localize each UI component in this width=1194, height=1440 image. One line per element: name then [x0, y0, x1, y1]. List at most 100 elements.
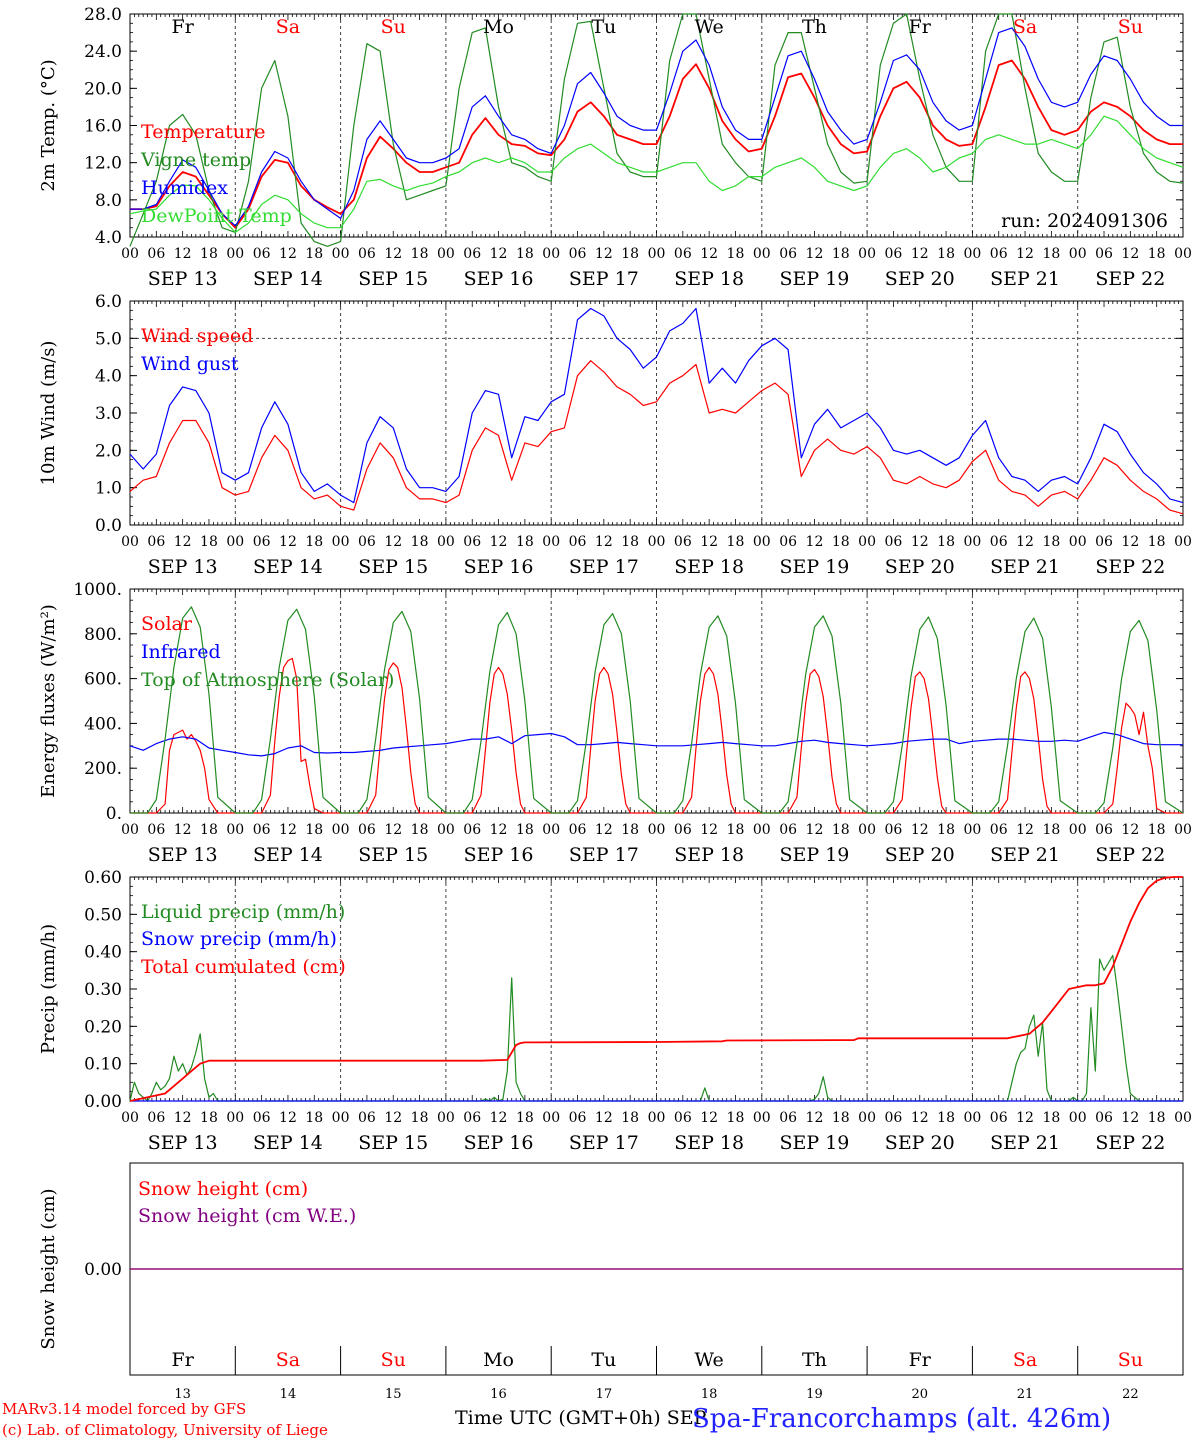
x-hour-label: 00: [858, 822, 876, 838]
day-number: 20: [911, 1387, 928, 1402]
x-hour-label: 12: [595, 246, 613, 262]
x-hour-label: 12: [490, 246, 508, 262]
x-hour-label: 00: [753, 246, 771, 262]
series-line-temperature: [130, 59, 1183, 229]
x-hour-label: 00: [753, 822, 771, 838]
x-hour-label: 00: [542, 246, 560, 262]
x-hour-label: 06: [358, 822, 376, 838]
x-date-label: SEP 21: [990, 1132, 1060, 1154]
x-hour-label: 06: [147, 534, 165, 550]
x-hour-label: 00: [1174, 246, 1192, 262]
x-date-label: SEP 21: [990, 268, 1060, 290]
series-line-solar: [130, 657, 1183, 814]
x-hour-label: 00: [648, 1110, 666, 1126]
x-hour-label: 06: [569, 822, 587, 838]
x-hour-label: 12: [595, 534, 613, 550]
x-date-label: SEP 18: [674, 1132, 744, 1154]
x-date-label: SEP 20: [885, 556, 955, 578]
x-date-label: SEP 20: [885, 268, 955, 290]
legend-entry: Infrared: [141, 641, 221, 663]
x-date-label: SEP 17: [569, 556, 639, 578]
x-hour-label: 12: [1016, 822, 1034, 838]
x-hour-label: 00: [648, 822, 666, 838]
x-hour-label: 06: [463, 1110, 481, 1126]
x-date-label: SEP 21: [990, 844, 1060, 866]
y-tick-label: 12.0: [84, 154, 122, 174]
day-number: 16: [490, 1387, 507, 1402]
series-line-dewpoint-temp: [129, 115, 1184, 233]
x-date-label: SEP 13: [148, 1132, 218, 1154]
x-hour-label: 18: [305, 1110, 323, 1126]
x-hour-label: 06: [885, 1110, 903, 1126]
x-hour-label: 12: [384, 246, 402, 262]
y-axis-label: 2m Temp. (°C): [38, 59, 59, 191]
x-hour-label: 00: [1174, 534, 1192, 550]
day-name-top: Fr: [909, 16, 932, 38]
x-hour-label: 18: [832, 534, 850, 550]
x-hour-label: 06: [1095, 534, 1113, 550]
x-hour-label: 00: [1069, 822, 1087, 838]
x-hour-label: 12: [490, 1110, 508, 1126]
legend-entry: Wind speed: [141, 325, 253, 347]
x-hour-label: 06: [358, 246, 376, 262]
y-tick-label: 2.0: [95, 441, 122, 461]
day-name-bottom: Su: [381, 1349, 406, 1371]
x-hour-label: 12: [911, 534, 929, 550]
series-line-infrared: [129, 731, 1183, 757]
day-name-top: We: [695, 16, 724, 38]
x-hour-label: 06: [253, 534, 271, 550]
y-tick-label: 20.0: [84, 79, 122, 99]
x-hour-label: 18: [305, 534, 323, 550]
day-name-top: Mo: [483, 16, 514, 38]
x-hour-label: 00: [963, 534, 981, 550]
x-hour-label: 06: [358, 1110, 376, 1126]
x-hour-label: 18: [937, 534, 955, 550]
x-date-label: SEP 21: [990, 556, 1060, 578]
y-tick-label: 1.0: [95, 479, 122, 499]
y-tick-label: 4.0: [95, 367, 122, 387]
day-name-top: Th: [802, 16, 827, 38]
x-hour-label: 18: [200, 822, 218, 838]
x-hour-label: 12: [279, 822, 297, 838]
x-date-label: SEP 13: [148, 844, 218, 866]
y-tick-label: 5.0: [95, 329, 122, 349]
x-date-label: SEP 14: [253, 268, 323, 290]
x-hour-label: 12: [490, 822, 508, 838]
x-hour-label: 12: [700, 534, 718, 550]
y-tick-label: 8.0: [95, 191, 122, 211]
x-hour-label: 06: [147, 246, 165, 262]
x-hour-label: 12: [806, 1110, 824, 1126]
y-tick-label: 0.0: [95, 516, 122, 536]
footer-copyright: (c) Lab. of Climatology, University of L…: [2, 1421, 328, 1439]
x-hour-label: 18: [305, 822, 323, 838]
x-date-label: SEP 18: [674, 268, 744, 290]
y-axis-label: Energy fluxes (W/m²): [38, 604, 59, 798]
x-hour-label: 18: [832, 822, 850, 838]
y-tick-label: 6.0: [95, 292, 122, 312]
x-hour-label: 12: [700, 1110, 718, 1126]
day-name-bottom: Su: [1118, 1349, 1143, 1371]
x-date-label: SEP 20: [885, 844, 955, 866]
x-hour-label: 00: [753, 1110, 771, 1126]
day-number: 21: [1017, 1387, 1034, 1402]
x-date-label: SEP 16: [464, 556, 534, 578]
x-date-label: SEP 13: [148, 268, 218, 290]
x-hour-label: 12: [1121, 534, 1139, 550]
x-hour-label: 18: [1148, 822, 1166, 838]
x-hour-label: 12: [911, 822, 929, 838]
x-hour-label: 18: [621, 1110, 639, 1126]
x-hour-label: 18: [621, 534, 639, 550]
x-hour-label: 18: [200, 246, 218, 262]
x-hour-label: 18: [727, 246, 745, 262]
x-hour-label: 18: [1042, 822, 1060, 838]
x-hour-label: 00: [1069, 246, 1087, 262]
x-hour-label: 12: [490, 534, 508, 550]
y-tick-label: 0.00: [84, 1260, 122, 1280]
series-line-wind-speed: [129, 360, 1184, 515]
x-hour-label: 18: [727, 1110, 745, 1126]
x-date-label: SEP 22: [1095, 844, 1165, 866]
day-number: 14: [280, 1387, 297, 1402]
x-hour-label: 12: [174, 822, 192, 838]
x-hour-label: 00: [1174, 1110, 1192, 1126]
